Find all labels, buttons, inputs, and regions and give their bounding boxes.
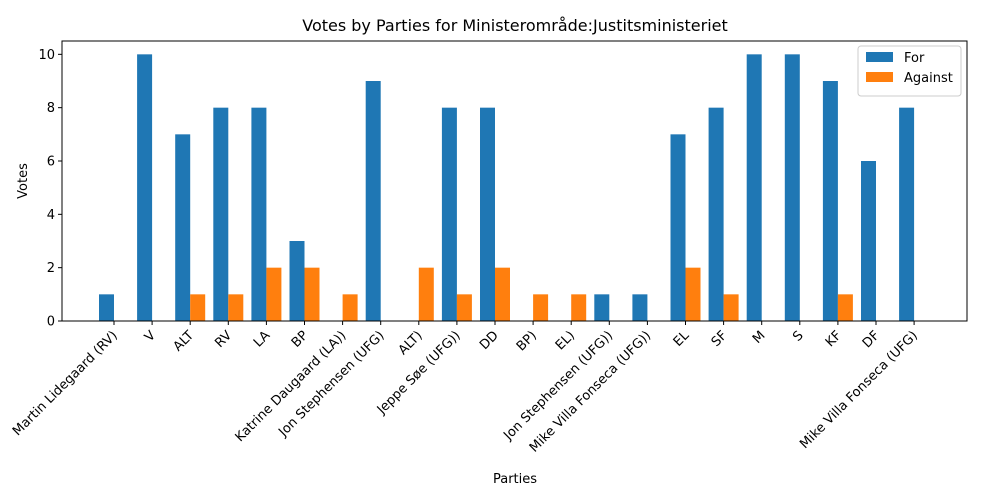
bar-for — [480, 107, 495, 322]
bar-against — [190, 294, 206, 321]
y-tick-label: 6 — [47, 155, 55, 170]
bar-for — [632, 294, 648, 321]
y-axis-label: Votes — [16, 163, 31, 199]
legend-label-for: For — [904, 51, 925, 66]
bar-for — [899, 107, 915, 322]
bar-for — [708, 107, 724, 322]
bar-for — [594, 294, 610, 321]
bar-for — [175, 134, 191, 321]
bars-group — [99, 54, 915, 322]
bar-against — [342, 294, 358, 321]
bar-against — [228, 294, 244, 321]
legend-label-against: Against — [904, 71, 953, 86]
bar-for — [365, 81, 381, 321]
bar-against — [533, 294, 549, 321]
bar-for — [822, 81, 838, 321]
bar-for — [861, 161, 876, 321]
legend-swatch-against — [866, 72, 893, 82]
bar-for — [289, 241, 305, 321]
x-axis-label: Parties — [493, 472, 537, 487]
legend: For Against — [857, 45, 962, 97]
bar-for — [213, 107, 229, 322]
bar-for — [99, 294, 114, 321]
bar-for — [251, 107, 267, 322]
y-tick-label: 2 — [47, 261, 55, 276]
bar-against — [266, 267, 282, 321]
y-axis-ticks: 0 2 4 6 8 10 — [38, 48, 62, 330]
bar-against — [571, 294, 587, 321]
bar-against — [723, 294, 739, 321]
bar-against — [685, 267, 701, 321]
y-tick-label: 4 — [47, 208, 55, 223]
bar-for — [746, 54, 762, 321]
bar-for — [137, 54, 153, 321]
y-tick-label: 8 — [47, 101, 55, 116]
bar-against — [495, 267, 510, 321]
bar-for — [784, 54, 800, 321]
y-tick-label: 0 — [47, 315, 55, 330]
bar-for — [441, 107, 457, 322]
y-tick-label: 10 — [38, 48, 55, 63]
legend-swatch-for — [866, 52, 893, 62]
bar-for — [670, 134, 686, 321]
bar-against — [456, 294, 472, 321]
bar-against — [418, 267, 434, 321]
bar-against — [837, 294, 853, 321]
bar-against — [304, 267, 320, 321]
plot-frame — [61, 40, 968, 322]
chart-title: Votes by Parties for Ministerområde:Just… — [302, 16, 728, 35]
